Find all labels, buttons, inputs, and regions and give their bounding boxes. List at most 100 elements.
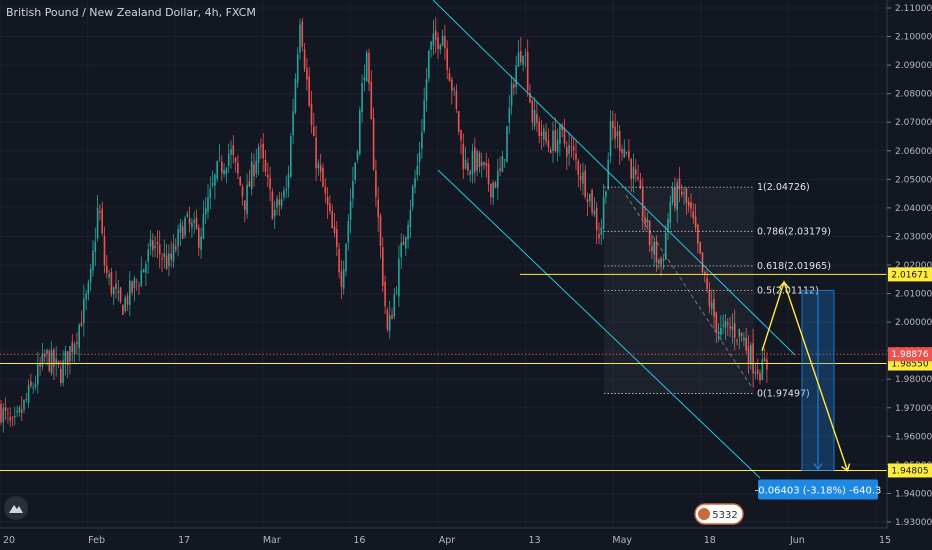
candle-body	[207, 197, 209, 212]
candle-body	[492, 182, 494, 199]
tradingview-logo-icon[interactable]	[4, 496, 28, 520]
candle-body	[87, 282, 90, 295]
candle-body	[43, 354, 46, 358]
candle-body	[621, 149, 623, 154]
candle-body	[388, 314, 391, 331]
candle-body	[490, 183, 492, 198]
candle-body	[386, 309, 389, 330]
candle-body	[239, 176, 241, 186]
candle-body	[752, 343, 754, 374]
candle-body	[536, 114, 538, 123]
candle-body	[441, 35, 444, 47]
candle-body	[754, 372, 757, 374]
candle-body	[283, 190, 285, 198]
time-tick-label: May	[612, 535, 632, 546]
candle-body	[216, 161, 218, 179]
candle-body	[145, 263, 147, 273]
candle-body	[727, 323, 729, 325]
candle-body	[18, 407, 21, 413]
candle-body	[317, 162, 320, 168]
candle-body	[27, 384, 30, 403]
candle-body	[717, 331, 720, 335]
level-price-label: 1.98550	[891, 360, 928, 370]
fib-level-label: 0.618(2.01965)	[757, 261, 831, 272]
candle-body	[446, 48, 448, 71]
candle-body	[299, 24, 301, 53]
level-price-tag	[888, 267, 932, 282]
candle-body	[32, 387, 34, 389]
candle-body	[2, 407, 5, 423]
candle-body	[60, 368, 62, 384]
candle-body	[747, 346, 750, 364]
candle-body	[683, 192, 685, 194]
price-tick-label: 1.97000	[895, 404, 932, 414]
candle-body	[600, 227, 603, 235]
time-tick-label: Jun	[789, 535, 805, 546]
candle-body	[485, 163, 488, 166]
candle-body	[605, 191, 607, 197]
candle-body	[584, 170, 586, 197]
candle-body	[655, 241, 658, 263]
candle-body	[595, 207, 598, 231]
candle-body	[520, 51, 522, 63]
candle-body	[372, 118, 375, 170]
candle-body	[200, 236, 202, 251]
candle-body	[23, 399, 25, 410]
candle-body	[30, 381, 32, 386]
candle-body	[303, 49, 306, 70]
candle-body	[227, 153, 230, 166]
candle-body	[750, 345, 752, 365]
candle-body	[361, 83, 363, 113]
candle-body	[648, 220, 651, 246]
candle-body	[710, 302, 713, 309]
candle-body	[168, 253, 170, 267]
candle-body	[99, 211, 101, 213]
candle-body	[218, 157, 221, 159]
candle-body	[687, 201, 690, 207]
candle-body	[503, 159, 506, 161]
candle-body	[108, 273, 110, 278]
candle-body	[618, 130, 621, 152]
candle-body	[234, 157, 237, 162]
candle-body	[53, 349, 55, 368]
candle-body	[255, 160, 258, 174]
candle-body	[73, 344, 76, 355]
candle-body	[202, 213, 205, 239]
candle-body	[184, 218, 186, 236]
candle-body	[637, 176, 639, 180]
candle-body	[248, 181, 251, 187]
candle-body	[175, 246, 177, 250]
candle-body	[526, 51, 529, 91]
candle-body	[363, 77, 366, 81]
candle-body	[402, 241, 405, 246]
candle-body	[186, 213, 189, 217]
candle-body	[462, 143, 465, 170]
candle-body	[430, 41, 432, 50]
candle-body	[738, 329, 741, 337]
candle-body	[319, 165, 322, 172]
candle-body	[471, 151, 474, 175]
candle-body	[704, 272, 706, 275]
candle-body	[46, 350, 48, 354]
candle-body	[667, 219, 669, 230]
candle-body	[260, 145, 262, 147]
candle-body	[628, 151, 630, 158]
candle-body	[437, 37, 439, 49]
candle-body	[80, 323, 83, 327]
candle-body	[152, 240, 154, 251]
candle-body	[326, 197, 329, 205]
candle-body	[515, 65, 517, 88]
candle-body	[322, 167, 324, 187]
candle-body	[96, 208, 99, 239]
candle-body	[538, 121, 540, 136]
candle-body	[499, 168, 501, 171]
candle-body	[250, 161, 253, 190]
candle-body	[501, 156, 504, 172]
channel-upper-line	[432, 0, 796, 356]
candle-body	[280, 199, 283, 206]
candle-body	[223, 170, 225, 175]
time-tick-label: Apr	[439, 535, 456, 546]
